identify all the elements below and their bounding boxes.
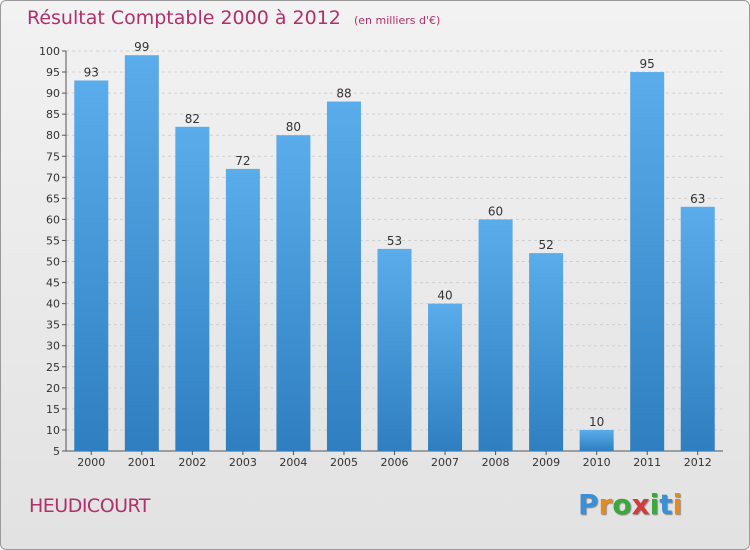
bar (276, 135, 311, 452)
x-tick-label: 2011 (633, 456, 661, 469)
bar (579, 429, 614, 451)
y-tick-label: 80 (46, 129, 60, 142)
chart-subtitle: (en milliers d'€) (353, 14, 441, 27)
data-label: 88 (336, 87, 351, 101)
y-tick-label: 20 (46, 382, 60, 395)
data-label: 99 (134, 40, 149, 54)
y-tick-label: 65 (46, 192, 60, 205)
x-tick-label: 2000 (77, 456, 105, 469)
data-label: 80 (286, 120, 301, 134)
data-label: 95 (640, 57, 655, 71)
y-tick-label: 85 (46, 108, 60, 121)
x-tick-label: 2003 (229, 456, 257, 469)
y-tick-label: 35 (46, 319, 60, 332)
data-label: 52 (538, 238, 553, 252)
commune-name: HEUDICOURT (29, 495, 151, 517)
logo-letter: x (631, 488, 650, 521)
x-tick-label: 2010 (583, 456, 611, 469)
x-tick-label: 2009 (532, 456, 560, 469)
bar (124, 55, 159, 452)
y-tick-label: 95 (46, 66, 60, 79)
y-tick-label: 40 (46, 298, 60, 311)
bars (74, 55, 715, 452)
bar (225, 168, 260, 452)
y-tick-label: 90 (46, 87, 60, 100)
y-tick-label: 75 (46, 150, 60, 163)
data-label: 82 (185, 112, 200, 126)
x-tick-label: 2007 (431, 456, 459, 469)
logo-letter: o (612, 488, 632, 521)
y-tick-label: 45 (46, 277, 60, 290)
proxiti-logo: Proxiti (578, 488, 682, 521)
logo-letter: P (578, 488, 599, 521)
data-label: 10 (589, 415, 604, 429)
logo-letter: i (649, 488, 660, 521)
data-label: 53 (387, 234, 402, 248)
x-tick-label: 2008 (482, 456, 510, 469)
x-tick-label: 2004 (279, 456, 307, 469)
x-tick-label: 2005 (330, 456, 358, 469)
x-tick-label: 2006 (381, 456, 409, 469)
logo-letter: t (659, 488, 673, 521)
data-label: 72 (235, 154, 250, 168)
y-tick-label: 15 (46, 403, 60, 416)
y-tick-label: 30 (46, 340, 60, 353)
y-tick-label: 100 (39, 45, 60, 58)
y-tick-label: 25 (46, 361, 60, 374)
bar (428, 303, 463, 451)
y-tick-label: 55 (46, 234, 60, 247)
bar (377, 248, 412, 451)
data-label: 93 (84, 65, 99, 79)
data-label: 40 (437, 289, 452, 303)
bar (175, 126, 210, 451)
bar (630, 72, 665, 451)
y-tick-label: 10 (46, 424, 60, 437)
data-label: 60 (488, 204, 503, 218)
x-tick-label: 2002 (178, 456, 206, 469)
bar (529, 253, 564, 451)
logo-letter: i (672, 488, 683, 521)
bar (478, 219, 513, 451)
logo-letter: r (598, 488, 613, 521)
bar (680, 206, 715, 451)
chart-title: Résultat Comptable 2000 à 2012 (27, 7, 341, 29)
labels: 5 10 15 20 25 30 35 40 45 50 55 60 65 70 75 80 85 90 95 100… (39, 40, 712, 469)
data-label: 63 (690, 192, 705, 206)
bar (326, 101, 361, 452)
bar (74, 80, 109, 451)
x-tick-label: 2012 (684, 456, 712, 469)
y-tick-label: 70 (46, 171, 60, 184)
y-tick-label: 60 (46, 213, 60, 226)
x-tick-label: 2001 (128, 456, 156, 469)
title-row: Résultat Comptable 2000 à 2012 (en milli… (27, 7, 440, 29)
y-tick-label: 5 (53, 445, 60, 458)
y-tick-label: 50 (46, 256, 60, 269)
